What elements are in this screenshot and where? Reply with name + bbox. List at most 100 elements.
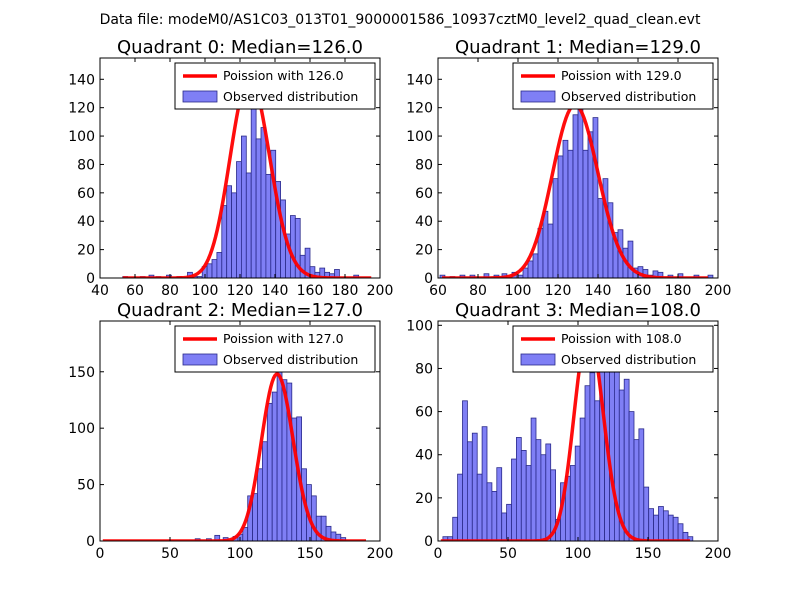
histogram-bar [299,254,306,278]
histogram-bar [584,385,591,541]
y-tick-label: 100 [406,318,433,334]
histogram-bar [667,514,674,541]
x-tick-label: 100 [565,546,592,562]
histogram-bar [535,439,542,541]
y-tick-label: 0 [86,534,95,550]
legend-label-observed: Observed distribution [561,352,696,367]
histogram-bar [648,508,655,541]
histogram-bar [540,454,547,541]
axes-frame [437,57,719,279]
x-tick-label: 160 [297,283,324,299]
histogram-bar [672,516,679,541]
histogram-bar [633,439,640,541]
quadrant-1-chart: 60 80 100 120 140 160 180 200 0 20 40 60 80 100 120 140… [406,37,731,299]
histogram-bar [289,215,296,278]
y-tick-label: 20 [77,243,95,259]
histogram-bar [597,198,604,278]
y-tick-label: 120 [68,101,95,117]
x-tick-label: 180 [332,283,359,299]
x-tick-label: 80 [469,283,487,299]
legend-label-observed: Observed distribution [561,89,696,104]
histogram-bar [574,445,581,541]
y-tick-label: 120 [406,101,433,117]
histogram-bar [511,458,517,541]
histogram-bar [579,417,586,541]
legend-label-poisson: Poission with 127.0 [223,331,344,346]
legend: Poission with 108.0 Observed distribution [512,325,714,373]
x-tick-label: 60 [429,283,447,299]
histogram-bar [577,97,584,278]
quadrant-2-chart: 0 50 100 150 200 0 50 100 150 Quadrant 2: Median=… [68,300,393,562]
histogram-bar [582,149,589,278]
y-tick-label: 140 [406,72,433,88]
histogram-bar [334,269,340,278]
histogram-bar [491,490,498,541]
histogram-bar [252,493,258,541]
histogram-bar [250,95,257,278]
histogram-bar [545,443,552,541]
histogram-bar [496,467,503,541]
histogram-bar [266,402,273,541]
legend: Poission with 129.0 Observed distribution [512,62,714,110]
histogram-bar [471,432,478,541]
legend-label-poisson: Poission with 126.0 [223,68,344,83]
histogram-bar [657,271,664,278]
legend: Poission with 126.0 Observed distribution [174,62,376,110]
histogram-bar [265,173,272,278]
x-tick-label: 200 [367,283,394,299]
x-tick-label: 180 [665,283,692,299]
histogram-bar [221,205,228,278]
x-tick-label: 150 [297,546,324,562]
histogram-bar [557,155,564,278]
histogram-bar [466,441,473,541]
histogram-bar [653,514,659,541]
histogram-bar [550,469,557,541]
histogram-bar [623,378,630,541]
y-tick-label: 100 [68,421,95,437]
histogram-bar [589,372,596,541]
y-tick-label: 100 [406,129,433,145]
histogram-bar [530,417,537,541]
y-tick-label: 20 [415,491,433,507]
x-tick-label: 60 [126,283,144,299]
y-tick-label: 20 [415,243,433,259]
histogram-bar [687,536,694,541]
y-tick-label: 80 [77,157,95,173]
x-tick-label: 0 [434,546,443,562]
x-tick-label: 100 [505,283,532,299]
x-tick-label: 80 [161,283,179,299]
y-tick-label: 100 [68,129,95,145]
x-tick-label: 100 [227,546,254,562]
x-tick-label: 150 [635,546,662,562]
histogram-bar [638,428,645,541]
legend-label-poisson: Poission with 108.0 [561,331,682,346]
y-tick-label: 50 [77,478,95,494]
y-tick-label: 0 [86,271,95,287]
histogram-bar [245,172,252,278]
chart-title: Quadrant 1: Median=129.0 [455,37,701,58]
histogram-bar [304,247,311,278]
histogram-bar [594,400,601,541]
histogram-bar [294,217,301,278]
histogram-bar [260,127,267,278]
histogram-bar [501,512,508,541]
x-tick-label: 200 [367,546,394,562]
histogram-bar [609,355,615,541]
y-tick-label: 140 [68,72,95,88]
histogram-bar [452,516,459,541]
y-tick-label: 40 [415,448,433,464]
y-tick-label: 60 [77,186,95,202]
histogram-bar [462,400,468,541]
histogram-bar [572,114,579,278]
histogram-bar [261,441,268,541]
y-tick-label: 150 [68,365,95,381]
x-tick-label: 120 [227,283,254,299]
histogram-bar [486,482,493,541]
histogram-bar [257,468,263,541]
x-tick-label: 120 [545,283,572,299]
y-tick-label: 0 [424,534,433,550]
x-tick-label: 0 [96,546,105,562]
chart-title: Quadrant 3: Median=108.0 [455,300,701,321]
legend-bar-swatch [520,90,556,103]
histogram-bar [516,437,522,541]
